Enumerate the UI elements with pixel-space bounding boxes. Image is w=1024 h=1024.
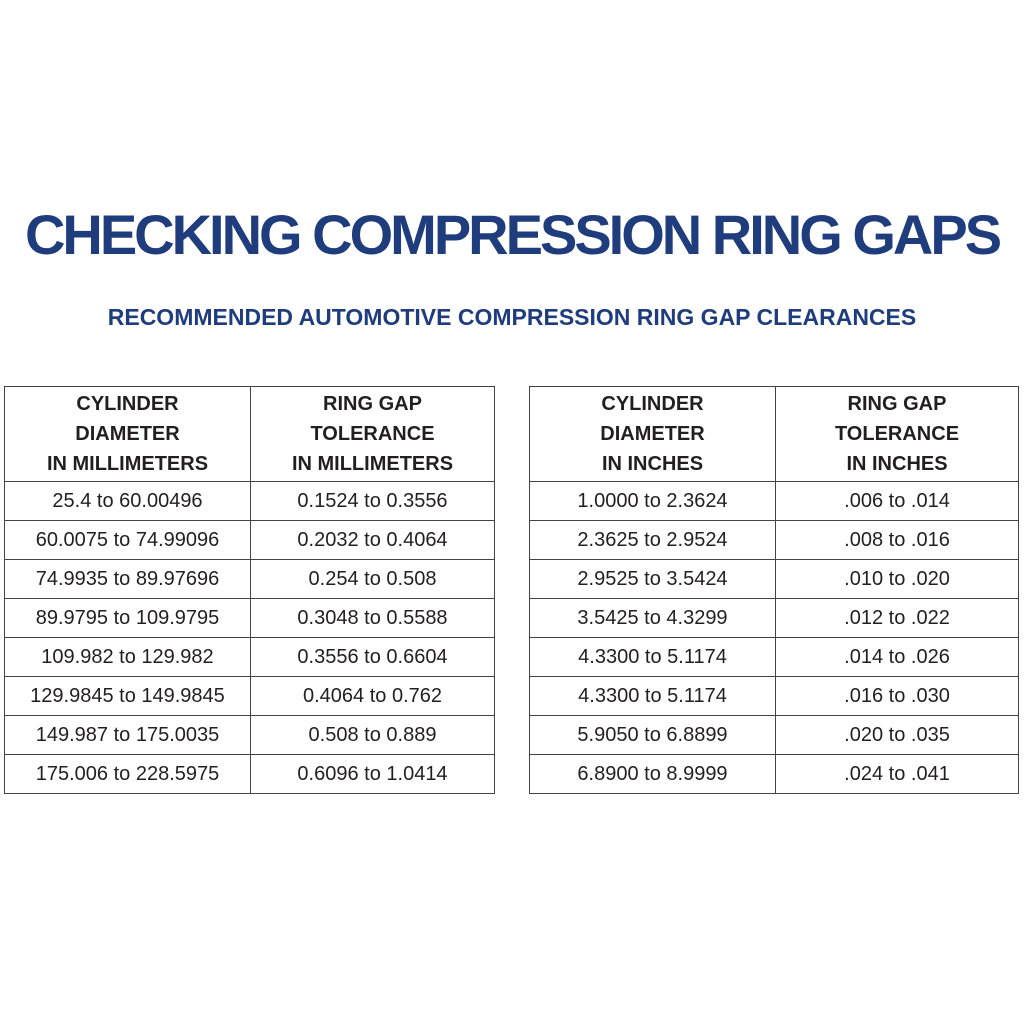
- column-header: CYLINDER DIAMETER IN MILLIMETERS: [4, 386, 251, 482]
- ring-gap-tolerance-cell: .012 to .022: [775, 598, 1019, 638]
- ring-gap-tolerance-cell: 0.4064 to 0.762: [250, 676, 495, 716]
- ring-gap-tolerance-cell: .016 to .030: [775, 676, 1019, 716]
- cylinder-diameter-cell: 129.9845 to 149.9845: [4, 676, 251, 716]
- page-title: CHECKING COMPRESSION RING GAPS: [24, 203, 1002, 266]
- column-header-line: IN MILLIMETERS: [291, 453, 454, 475]
- ring-gap-tolerance-cell: 0.2032 to 0.4064: [250, 520, 495, 560]
- table-row: 25.4 to 60.00496 0.1524 to 0.3556: [4, 481, 495, 521]
- cylinder-diameter-cell: 6.8900 to 8.9999: [529, 754, 776, 794]
- cylinder-diameter-cell: 175.006 to 228.5975: [4, 754, 251, 794]
- cylinder-diameter-cell: 2.3625 to 2.9524: [529, 520, 776, 560]
- table-row: 4.3300 to 5.1174.014 to .026: [529, 637, 1019, 677]
- page-subtitle: RECOMMENDED AUTOMOTIVE COMPRESSION RING …: [107, 304, 917, 330]
- table-row: 175.006 to 228.5975 0.6096 to 1.0414: [4, 754, 495, 794]
- ring-gap-tolerance-cell: .008 to .016: [775, 520, 1019, 560]
- cylinder-diameter-cell: 2.9525 to 3.5424: [529, 559, 776, 599]
- table-row: 6.8900 to 8.9999.024 to .041: [529, 754, 1019, 794]
- cylinder-diameter-cell: 4.3300 to 5.1174: [529, 637, 776, 677]
- cylinder-diameter-cell: 89.9795 to 109.9795: [4, 598, 251, 638]
- column-header: RING GAP TOLERANCE IN MILLIMETERS: [250, 386, 495, 482]
- cylinder-diameter-cell: 25.4 to 60.00496: [4, 481, 251, 521]
- cylinder-diameter-cell: 5.9050 to 6.8899: [529, 715, 776, 755]
- table-row: 129.9845 to 149.9845 0.4064 to 0.762: [4, 676, 495, 716]
- ring-gap-tolerance-cell: .020 to .035: [775, 715, 1019, 755]
- header-row: CYLINDER DIAMETER IN MILLIMETERS RING GAP TO…: [4, 386, 495, 482]
- ring-gap-tolerance-cell: .006 to .014: [775, 481, 1019, 521]
- column-header-line: IN MILLIMETERS: [46, 453, 209, 475]
- table-row: 2.3625 to 2.9524.008 to .016: [529, 520, 1019, 560]
- cylinder-diameter-cell: 3.5425 to 4.3299: [529, 598, 776, 638]
- cylinder-diameter-cell: 149.987 to 175.0035: [4, 715, 251, 755]
- ring-gap-tolerance-cell: 0.3048 to 0.5588: [250, 598, 495, 638]
- column-header-line: TOLERANCE: [834, 423, 960, 445]
- table-row: 109.982 to 129.982 0.3556 to 0.6604: [4, 637, 495, 677]
- ring-gap-tolerance-cell: .010 to .020: [775, 559, 1019, 599]
- table-row: 4.3300 to 5.1174.016 to .030: [529, 676, 1019, 716]
- column-header-line: IN INCHES: [601, 453, 704, 475]
- column-header-line: RING GAP: [323, 393, 422, 415]
- column-header-line: CYLINDER: [76, 393, 179, 415]
- column-header-line: TOLERANCE: [310, 423, 435, 445]
- imperial-ring-gap-table: CYLINDER DIAMETER IN INCHES RING GAP TOLERAN…: [529, 386, 1019, 794]
- header-row: CYLINDER DIAMETER IN INCHES RING GAP TOLERAN…: [529, 386, 1019, 482]
- cylinder-diameter-cell: 1.0000 to 2.3624: [529, 481, 776, 521]
- ring-gap-tolerance-cell: 0.1524 to 0.3556: [250, 481, 495, 521]
- cylinder-diameter-cell: 60.0075 to 74.99096: [4, 520, 251, 560]
- cylinder-diameter-cell: 4.3300 to 5.1174: [529, 676, 776, 716]
- column-header-line: CYLINDER: [601, 393, 704, 415]
- cylinder-diameter-cell: 109.982 to 129.982: [4, 637, 251, 677]
- table-row: 60.0075 to 74.99096 0.2032 to 0.4064: [4, 520, 495, 560]
- table-row: 149.987 to 175.0035 0.508 to 0.889: [4, 715, 495, 755]
- ring-gap-tolerance-cell: 0.254 to 0.508: [250, 559, 495, 599]
- table-row: 1.0000 to 2.3624.006 to .014: [529, 481, 1019, 521]
- metric-ring-gap-table: CYLINDER DIAMETER IN MILLIMETERS RING GAP TO…: [4, 386, 495, 794]
- table-row: 74.9935 to 89.97696 0.254 to 0.508: [4, 559, 495, 599]
- column-header: RING GAP TOLERANCE IN INCHES: [775, 386, 1019, 482]
- column-header-line: IN INCHES: [846, 453, 948, 475]
- cylinder-diameter-cell: 74.9935 to 89.97696: [4, 559, 251, 599]
- table-row: 89.9795 to 109.9795 0.3048 to 0.5588: [4, 598, 495, 638]
- column-header: CYLINDER DIAMETER IN INCHES: [529, 386, 776, 482]
- ring-gap-tolerance-cell: .024 to .041: [775, 754, 1019, 794]
- table-row: 3.5425 to 4.3299.012 to .022: [529, 598, 1019, 638]
- column-header-line: DIAMETER: [600, 423, 705, 445]
- ring-gap-tolerance-cell: 0.3556 to 0.6604: [250, 637, 495, 677]
- ring-gap-tolerance-cell: 0.508 to 0.889: [250, 715, 495, 755]
- ring-gap-tolerance-cell: .014 to .026: [775, 637, 1019, 677]
- column-header-line: DIAMETER: [75, 423, 180, 445]
- ring-gap-tolerance-cell: 0.6096 to 1.0414: [250, 754, 495, 794]
- table-row: 5.9050 to 6.8899.020 to .035: [529, 715, 1019, 755]
- table-row: 2.9525 to 3.5424.010 to .020: [529, 559, 1019, 599]
- column-header-line: RING GAP: [847, 393, 947, 415]
